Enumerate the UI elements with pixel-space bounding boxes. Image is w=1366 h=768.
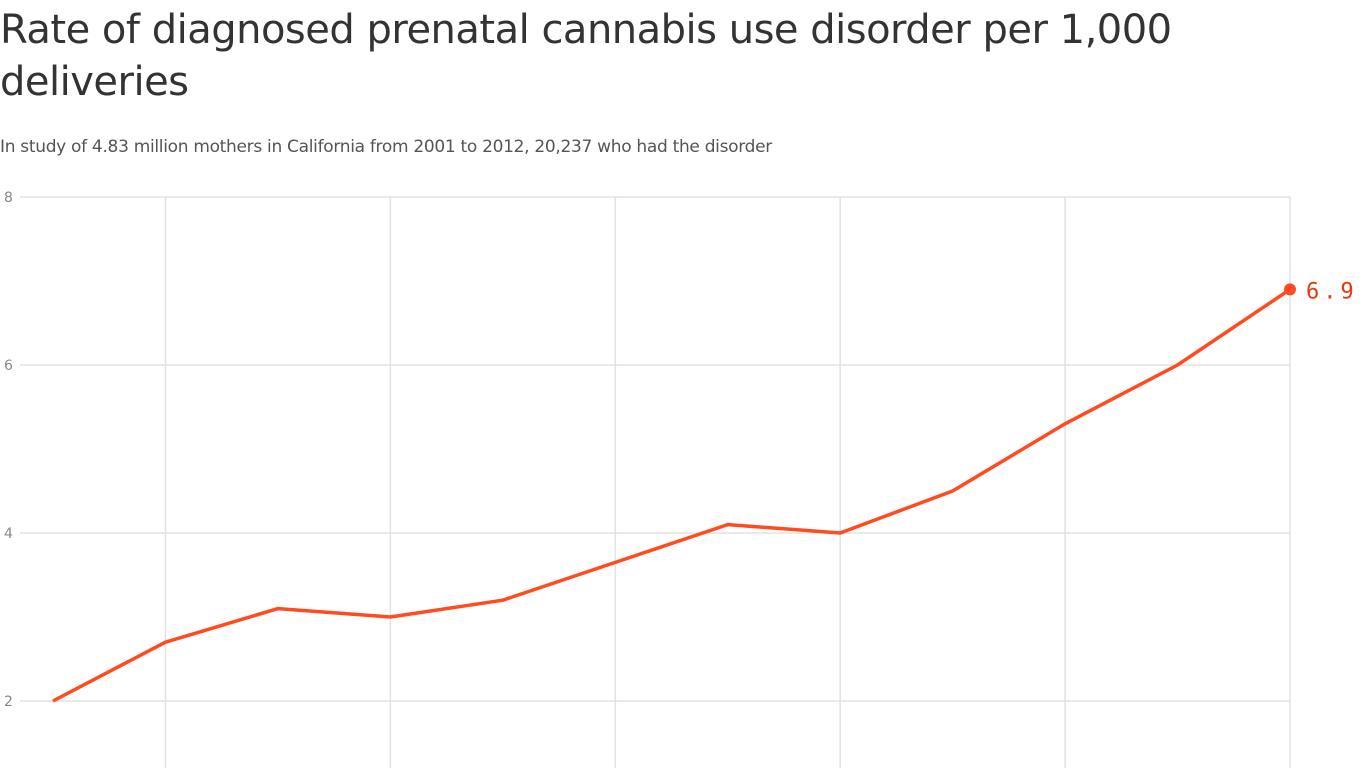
- end-point-marker: [1284, 283, 1296, 296]
- series-line: [52, 287, 1291, 703]
- chart-subtitle: In study of 4.83 million mothers in Cali…: [0, 137, 772, 157]
- y-tick-label: 6: [4, 358, 13, 374]
- y-tick-label: 2: [4, 694, 13, 710]
- y-tick-label: 4: [4, 526, 13, 542]
- y-tick-label: 8: [4, 190, 13, 206]
- chart-title: Rate of diagnosed prenatal cannabis use …: [0, 7, 1172, 105]
- end-value-label: 6.9: [1306, 279, 1358, 304]
